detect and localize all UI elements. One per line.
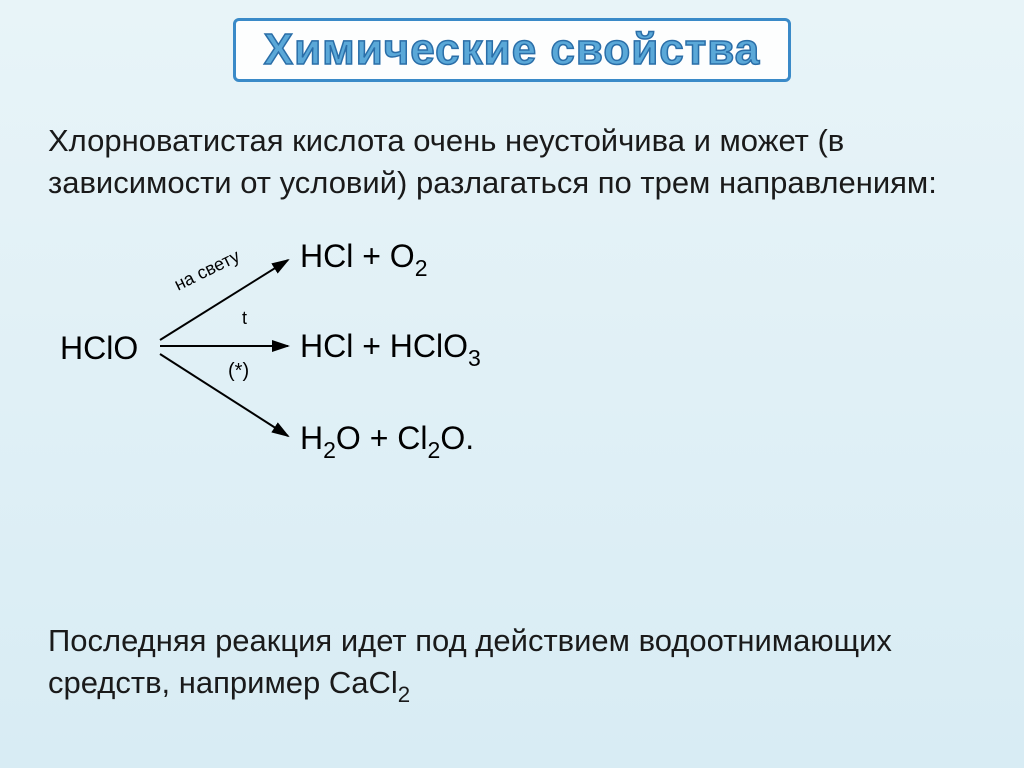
condition-bottom: (*) xyxy=(228,360,249,383)
title-container: Химические свойства xyxy=(0,0,1024,82)
condition-top: на свету xyxy=(171,245,243,295)
footer-paragraph: Последняя реакция идет под действием вод… xyxy=(48,620,976,708)
intro-paragraph: Хлорноватистая кислота очень неустойчива… xyxy=(0,82,1024,204)
product-top: HCl + O2 xyxy=(300,238,428,280)
condition-middle: t xyxy=(242,308,247,329)
reactant: HClO xyxy=(60,330,138,367)
reaction-diagram: HClO на свету t (*) HCl + O2 HCl + HClO3… xyxy=(60,232,620,462)
page-title: Химические свойства xyxy=(233,18,792,82)
product-bottom: H2O + Cl2O. xyxy=(300,420,474,462)
product-middle: HCl + HClO3 xyxy=(300,328,481,370)
